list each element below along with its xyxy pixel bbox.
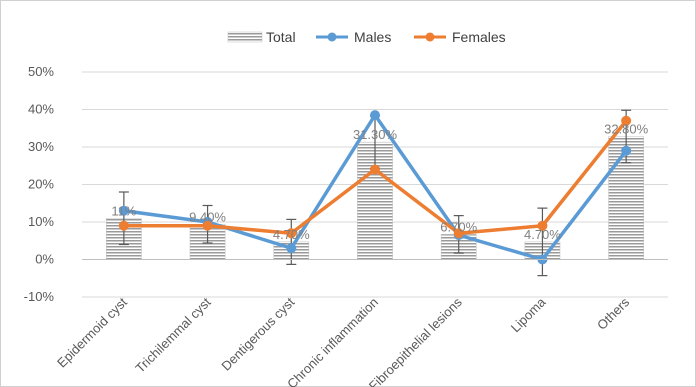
point-females [621,115,632,126]
x-tick-label: Lipoma [508,294,549,335]
legend-label-females: Females [452,29,506,45]
data-label-total: 9.40% [189,209,226,224]
point-males [118,205,129,216]
x-tick-label: Epidermoid cyst [54,294,130,370]
data-labels: 11% 9.40% 4.70% 31.30% 6.70% 4.70% 32.80% [111,122,648,242]
x-tick-label: Dentigerous cyst [218,294,297,373]
point-females [118,220,129,231]
point-males [286,243,297,254]
point-males [370,110,380,121]
x-tick-label: Fibroepithelial lesions [366,294,465,387]
legend: Total Males Females [227,29,506,45]
x-tick-label: Chronic inflammation [284,295,381,387]
data-label-total: 11% [111,203,136,218]
data-label-total: 31.30% [353,127,398,142]
point-females [537,220,548,231]
point-females [453,228,464,239]
y-tick-label: 10% [28,214,54,229]
point-females [202,220,213,231]
legend-marker-males [327,32,337,42]
y-tick-label: 30% [28,139,54,154]
data-label-total: 6.70% [440,219,477,234]
y-tick-label: 0% [35,252,54,267]
y-tick-label: -10% [24,289,55,304]
point-females [286,228,297,239]
data-label-total: 32.80% [604,122,649,137]
x-tick-label: Trichilemmal cyst [132,294,214,376]
legend-marker-females [425,32,435,42]
y-tick-label: 40% [28,102,54,117]
data-label-total: 4.70% [273,227,310,242]
y-tick-label: 20% [28,177,54,192]
data-label-total: 4.70% [524,227,561,242]
point-males [621,145,632,156]
legend-swatch-total [227,31,263,43]
x-tick-label: Others [594,294,633,333]
legend-label-males: Males [354,29,391,45]
point-females [370,164,380,175]
y-tick-label: 50% [28,64,54,79]
legend-label-total: Total [266,29,296,45]
